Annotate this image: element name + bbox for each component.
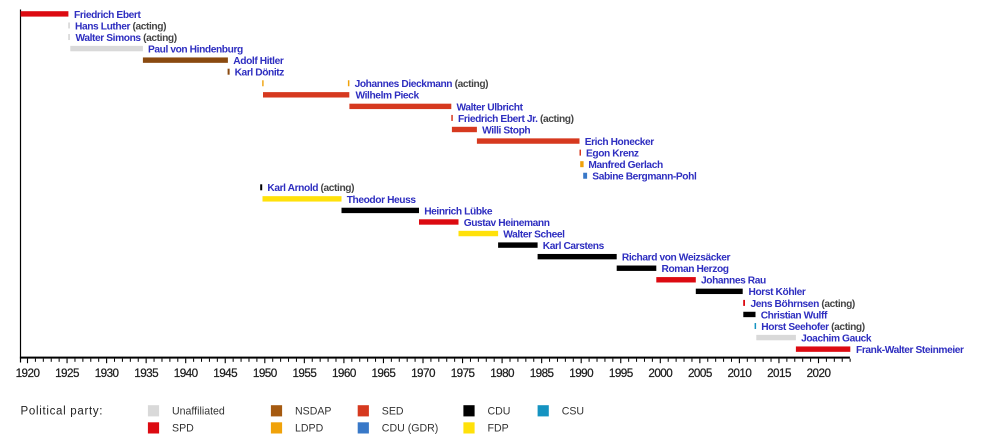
svg-text:1950: 1950: [253, 367, 278, 380]
svg-text:Joachim Gauck: Joachim Gauck: [801, 333, 872, 344]
svg-text:SED: SED: [382, 405, 404, 417]
svg-text:2010: 2010: [727, 367, 752, 380]
svg-text:1940: 1940: [174, 367, 199, 380]
svg-text:2015: 2015: [767, 367, 792, 380]
svg-text:Manfred Gerlach: Manfred Gerlach: [588, 160, 663, 171]
svg-text:Roman Herzog: Roman Herzog: [662, 264, 729, 275]
svg-text:Karl Carstens: Karl Carstens: [543, 241, 605, 252]
svg-text:1935: 1935: [134, 367, 159, 380]
svg-text:2020: 2020: [807, 367, 832, 380]
svg-text:NSDAP: NSDAP: [295, 405, 332, 417]
svg-text:1980: 1980: [490, 367, 515, 380]
svg-text:Walter Scheel: Walter Scheel: [503, 229, 565, 240]
svg-text:LDPD: LDPD: [295, 422, 324, 434]
svg-text:SPD: SPD: [172, 422, 194, 434]
svg-text:1965: 1965: [371, 367, 396, 380]
svg-text:Heinrich Lübke: Heinrich Lübke: [424, 206, 493, 217]
svg-text:Horst Köhler: Horst Köhler: [749, 287, 806, 298]
svg-text:Wilhelm Pieck: Wilhelm Pieck: [356, 91, 420, 102]
svg-text:Unaffiliated: Unaffiliated: [172, 405, 225, 417]
svg-text:1970: 1970: [411, 367, 436, 380]
svg-text:1930: 1930: [95, 367, 120, 380]
svg-text:Sabine Bergmann-Pohl: Sabine Bergmann-Pohl: [592, 172, 697, 183]
svg-text:Horst Seehofer (acting): Horst Seehofer (acting): [761, 322, 864, 333]
svg-text:1995: 1995: [609, 367, 634, 380]
svg-text:Christian Wulff: Christian Wulff: [761, 310, 828, 321]
svg-text:1985: 1985: [530, 367, 555, 380]
svg-text:Friedrich Ebert: Friedrich Ebert: [74, 10, 141, 21]
svg-text:CDU: CDU: [488, 405, 511, 417]
svg-text:Frank-Walter Steinmeier: Frank-Walter Steinmeier: [856, 345, 964, 356]
svg-text:Karl Dönitz: Karl Dönitz: [235, 68, 285, 79]
svg-text:Willi Stoph: Willi Stoph: [482, 125, 530, 136]
svg-text:CSU: CSU: [562, 405, 584, 417]
svg-text:1975: 1975: [451, 367, 476, 380]
svg-text:Walter Simons (acting): Walter Simons (acting): [76, 33, 177, 44]
svg-text:1945: 1945: [213, 367, 238, 380]
svg-text:Friedrich Ebert Jr. (acting): Friedrich Ebert Jr. (acting): [458, 114, 574, 125]
svg-text:Erich Honecker: Erich Honecker: [585, 137, 655, 148]
svg-text:Paul von Hindenburg: Paul von Hindenburg: [148, 44, 243, 55]
svg-text:Karl Arnold (acting): Karl Arnold (acting): [267, 183, 354, 194]
svg-text:1990: 1990: [569, 367, 594, 380]
svg-text:Adolf Hitler: Adolf Hitler: [233, 56, 284, 67]
svg-text:Johannes Dieckmann (acting): Johannes Dieckmann (acting): [355, 79, 489, 90]
svg-text:Political party:: Political party:: [21, 406, 103, 418]
svg-text:Johannes Rau: Johannes Rau: [701, 276, 766, 287]
svg-text:Hans Luther (acting): Hans Luther (acting): [75, 21, 166, 32]
svg-text:Egon Krenz: Egon Krenz: [586, 149, 639, 160]
svg-text:CDU (GDR): CDU (GDR): [382, 422, 439, 434]
svg-text:Walter Ulbricht: Walter Ulbricht: [457, 102, 524, 113]
svg-text:1955: 1955: [292, 367, 317, 380]
svg-text:Jens Böhrnsen (acting): Jens Böhrnsen (acting): [751, 299, 855, 310]
svg-text:Richard von Weizsäcker: Richard von Weizsäcker: [622, 253, 731, 264]
svg-text:2000: 2000: [648, 367, 673, 380]
svg-text:FDP: FDP: [488, 422, 509, 434]
svg-text:1925: 1925: [55, 367, 80, 380]
svg-text:Gustav Heinemann: Gustav Heinemann: [464, 218, 550, 229]
svg-text:Theodor Heuss: Theodor Heuss: [347, 195, 417, 206]
svg-text:1920: 1920: [16, 367, 41, 380]
svg-text:2005: 2005: [688, 367, 713, 380]
svg-text:1960: 1960: [332, 367, 357, 380]
